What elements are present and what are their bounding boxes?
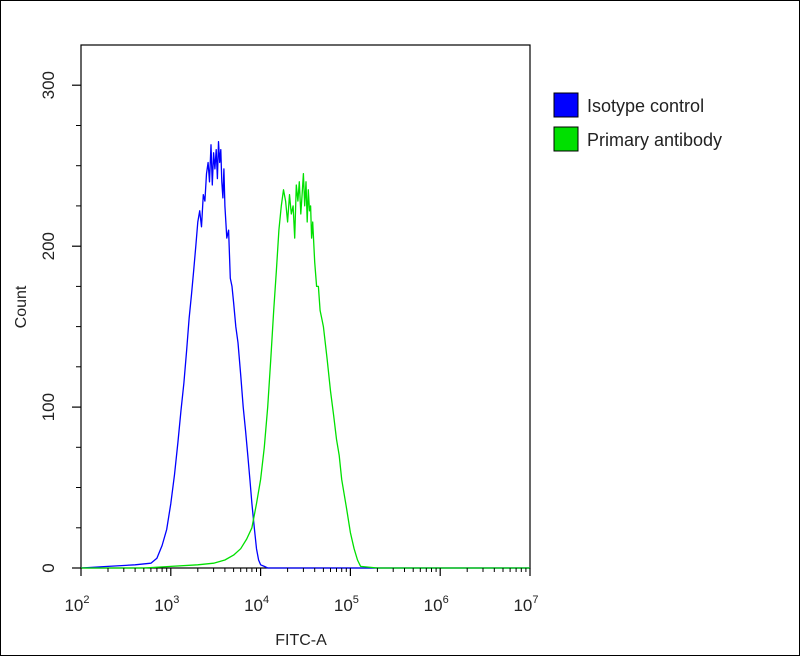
series-line-primary-antibody — [81, 173, 530, 569]
x-axis: 102 103 104 105 106 107 — [64, 568, 539, 615]
legend-label-isotype: Isotype control — [587, 96, 704, 116]
legend-swatch-primary — [553, 126, 579, 152]
legend-swatch-isotype — [553, 92, 579, 118]
series-layer — [80, 140, 530, 569]
x-tick-label: 104 — [244, 594, 269, 615]
y-axis: 0 100 200 300 — [39, 71, 81, 573]
x-axis-label: FITC-A — [275, 632, 327, 649]
x-tick-label: 106 — [424, 594, 449, 615]
y-tick-label: 300 — [39, 71, 58, 99]
x-tick-label: 102 — [64, 594, 89, 615]
x-tick-label: 107 — [513, 594, 538, 615]
x-tick-label: 103 — [154, 594, 179, 615]
y-tick-label: 100 — [39, 393, 58, 421]
legend: Isotype control Primary antibody — [553, 92, 722, 152]
y-tick-label: 200 — [39, 232, 58, 260]
legend-item-primary: Primary antibody — [553, 126, 722, 152]
y-tick-label: 0 — [39, 563, 58, 572]
y-axis-label: Count — [13, 285, 30, 328]
series-line-isotype-control — [80, 140, 530, 569]
legend-item-isotype: Isotype control — [553, 92, 704, 118]
legend-label-primary: Primary antibody — [587, 130, 722, 150]
plot-area — [80, 44, 531, 569]
x-tick-label: 105 — [334, 594, 359, 615]
